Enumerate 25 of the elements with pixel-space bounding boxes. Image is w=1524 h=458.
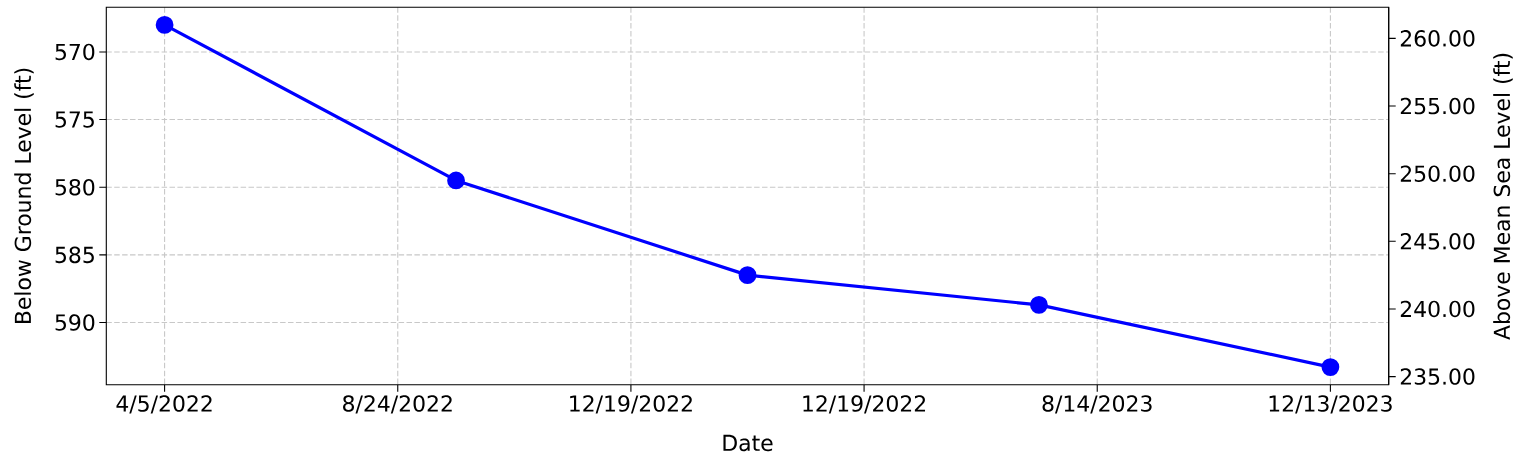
x-tick-label: 12/13/2023 (1269, 395, 1392, 414)
y-tick-label: 570 (55, 43, 95, 61)
x-tick-label: 12/19/2022 (803, 395, 926, 414)
y-tick-label: 575 (55, 111, 94, 128)
x-tick-label: 12/19/2022 (570, 395, 692, 414)
y2-tick-label: 260.00 (1400, 30, 1475, 47)
point (1030, 295, 1048, 314)
y2-tick-label: 240.00 (1400, 300, 1475, 318)
point (447, 171, 465, 190)
x-axis-title: Date (723, 434, 773, 452)
y2-tick-label: 255.00 (1400, 97, 1475, 115)
x-tick-label: 8/14/2023 (1042, 395, 1152, 414)
y2-tick-label: 245.00 (1400, 233, 1475, 250)
y2-tick-label: 235.00 (1400, 368, 1475, 385)
y2-axis-title: Above Mean Sea Level (ft) (1493, 53, 1513, 340)
y-tick-label: 580 (55, 178, 95, 196)
y-tick-label: 590 (55, 314, 95, 331)
point (155, 15, 174, 34)
y-axis-title: Below Ground Level (ft) (14, 68, 34, 324)
point (738, 266, 757, 285)
y2-tick-label: 250.00 (1400, 165, 1475, 182)
point (1321, 358, 1340, 377)
x-tick-label: 8/24/2022 (343, 395, 452, 414)
y-tick-label: 585 (55, 246, 94, 264)
x-tick-label: 4/5/2022 (116, 395, 212, 414)
